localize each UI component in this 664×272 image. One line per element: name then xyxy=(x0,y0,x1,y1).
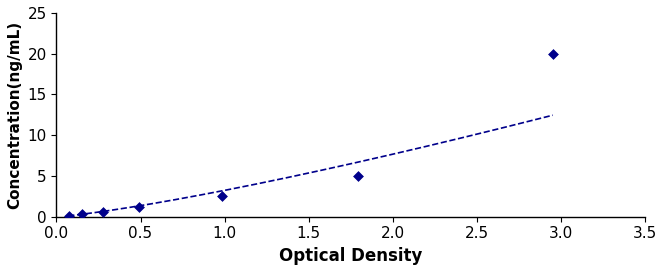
Point xyxy=(76,212,87,217)
Point xyxy=(353,174,364,178)
Point xyxy=(548,51,558,56)
Point xyxy=(64,213,74,218)
Point xyxy=(133,205,144,209)
X-axis label: Optical Density: Optical Density xyxy=(279,247,422,265)
Y-axis label: Concentration(ng/mL): Concentration(ng/mL) xyxy=(7,21,22,209)
Point xyxy=(98,209,109,214)
Point xyxy=(216,194,227,199)
